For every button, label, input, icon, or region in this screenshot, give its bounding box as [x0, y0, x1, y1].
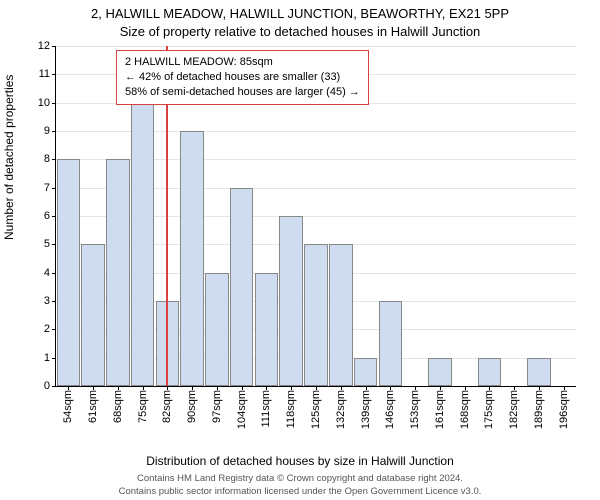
y-tick-label: 3	[44, 295, 50, 307]
y-tick-label: 12	[38, 40, 50, 52]
x-tick-label: 104sqm	[236, 390, 248, 429]
x-tick-label: 146sqm	[384, 390, 396, 429]
y-tick-label: 9	[44, 125, 50, 137]
y-tick-label: 2	[44, 323, 50, 335]
x-tick-label: 97sqm	[211, 390, 223, 423]
histogram-bar	[478, 358, 502, 386]
y-tick-label: 4	[44, 267, 50, 279]
gridline	[56, 46, 576, 47]
histogram-bar	[379, 301, 403, 386]
x-tick-label: 175sqm	[483, 390, 495, 429]
chart-container: 2, HALWILL MEADOW, HALWILL JUNCTION, BEA…	[0, 0, 600, 500]
histogram-bar	[329, 244, 353, 386]
histogram-bar	[180, 131, 204, 386]
chart-title-address: 2, HALWILL MEADOW, HALWILL JUNCTION, BEA…	[0, 6, 600, 21]
histogram-bar	[279, 216, 303, 386]
x-tick-label: 196sqm	[558, 390, 570, 429]
x-tick-label: 182sqm	[508, 390, 520, 429]
x-tick-label: 75sqm	[137, 390, 149, 423]
histogram-bar	[106, 159, 130, 386]
y-tick-label: 5	[44, 238, 50, 250]
x-tick-label: 132sqm	[335, 390, 347, 429]
histogram-bar	[428, 358, 452, 386]
y-tick-label: 11	[39, 68, 50, 80]
reference-callout: 2 HALWILL MEADOW: 85sqm ← 42% of detache…	[116, 50, 369, 105]
x-tick-label: 61sqm	[87, 390, 99, 423]
x-tick-label: 118sqm	[285, 390, 297, 428]
x-tick-label: 68sqm	[112, 390, 124, 423]
x-tick-label: 82sqm	[161, 390, 173, 423]
x-axis-label: Distribution of detached houses by size …	[0, 454, 600, 468]
y-tick-label: 6	[44, 210, 50, 222]
y-axis-label: Number of detached properties	[2, 75, 16, 240]
histogram-bar	[255, 273, 279, 386]
x-tick-label: 139sqm	[360, 390, 372, 429]
footer-line-1: Contains HM Land Registry data © Crown c…	[0, 473, 600, 485]
callout-line-1: 2 HALWILL MEADOW: 85sqm	[125, 55, 360, 70]
histogram-bar	[527, 358, 551, 386]
x-tick-label: 111sqm	[260, 390, 272, 428]
histogram-bar	[205, 273, 229, 386]
x-tick-label: 54sqm	[62, 390, 74, 423]
y-tick-label: 7	[44, 182, 50, 194]
y-tick-label: 0	[44, 380, 50, 392]
histogram-bar	[131, 103, 155, 386]
histogram-bar	[230, 188, 254, 386]
x-tick-label: 125sqm	[310, 390, 322, 429]
footer-line-2: Contains public sector information licen…	[0, 486, 600, 498]
callout-line-2: ← 42% of detached houses are smaller (33…	[125, 70, 360, 85]
y-tick-label: 1	[44, 352, 50, 364]
y-tick-label: 10	[38, 97, 50, 109]
footer-attribution: Contains HM Land Registry data © Crown c…	[0, 473, 600, 498]
x-tick-label: 161sqm	[434, 390, 446, 429]
x-tick-label: 153sqm	[409, 390, 421, 429]
y-tick-label: 8	[44, 153, 50, 165]
x-tick-label: 189sqm	[533, 390, 545, 429]
histogram-bar	[81, 244, 105, 386]
histogram-bar	[354, 358, 378, 386]
histogram-bar	[304, 244, 328, 386]
chart-subtitle: Size of property relative to detached ho…	[0, 24, 600, 39]
plot-area: 012345678910111254sqm61sqm68sqm75sqm82sq…	[55, 46, 576, 387]
x-tick-label: 90sqm	[186, 390, 198, 423]
callout-line-3: 58% of semi-detached houses are larger (…	[125, 85, 360, 100]
histogram-bar	[57, 159, 81, 386]
x-tick-label: 168sqm	[459, 390, 471, 429]
